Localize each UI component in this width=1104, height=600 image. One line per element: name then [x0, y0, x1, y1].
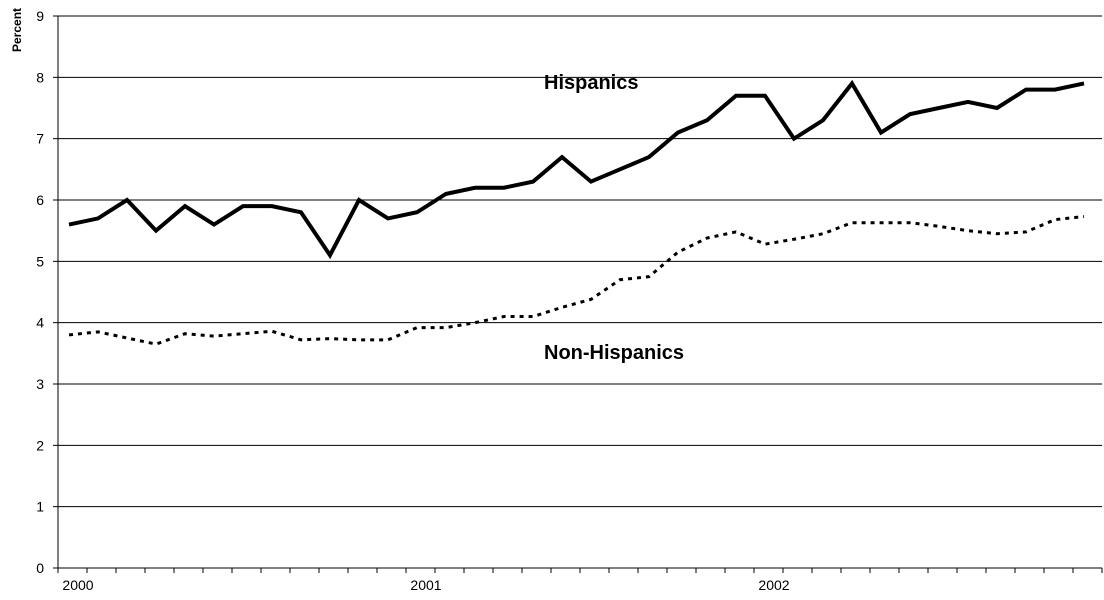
x-tick-label: 2000: [62, 577, 93, 593]
y-tick-label: 9: [36, 8, 44, 24]
non-hispanics-series-line: [68, 215, 1085, 346]
axes: [57, 16, 1102, 569]
x-tick-label: 2002: [758, 577, 789, 593]
y-tick-label: 3: [36, 376, 44, 392]
y-tick-label: 7: [36, 131, 44, 147]
hispanics-series-label: Hispanics: [544, 72, 638, 94]
series-lines: [68, 79, 1085, 346]
y-tick-label: 1: [36, 499, 44, 515]
y-tick-label: 2: [36, 437, 44, 453]
series-labels: Hispanics Non-Hispanics: [544, 72, 684, 364]
non-hispanics-series-label: Non-Hispanics: [544, 342, 684, 364]
y-tick-label: 0: [36, 560, 44, 576]
x-tick-label: 2001: [410, 577, 441, 593]
y-axis-label: Percent: [10, 8, 24, 52]
y-axis-ticks: 0 1 2 3 4 5 6 7 8 9: [36, 8, 58, 576]
hispanics-series-line: [68, 79, 1085, 260]
x-axis-ticks: 2000 2001 2002: [57, 568, 1103, 593]
gridlines: [58, 15, 1102, 508]
y-tick-label: 6: [36, 192, 44, 208]
y-tick-label: 5: [36, 253, 44, 269]
y-tick-label: 8: [36, 69, 44, 85]
y-tick-label: 4: [36, 315, 44, 331]
